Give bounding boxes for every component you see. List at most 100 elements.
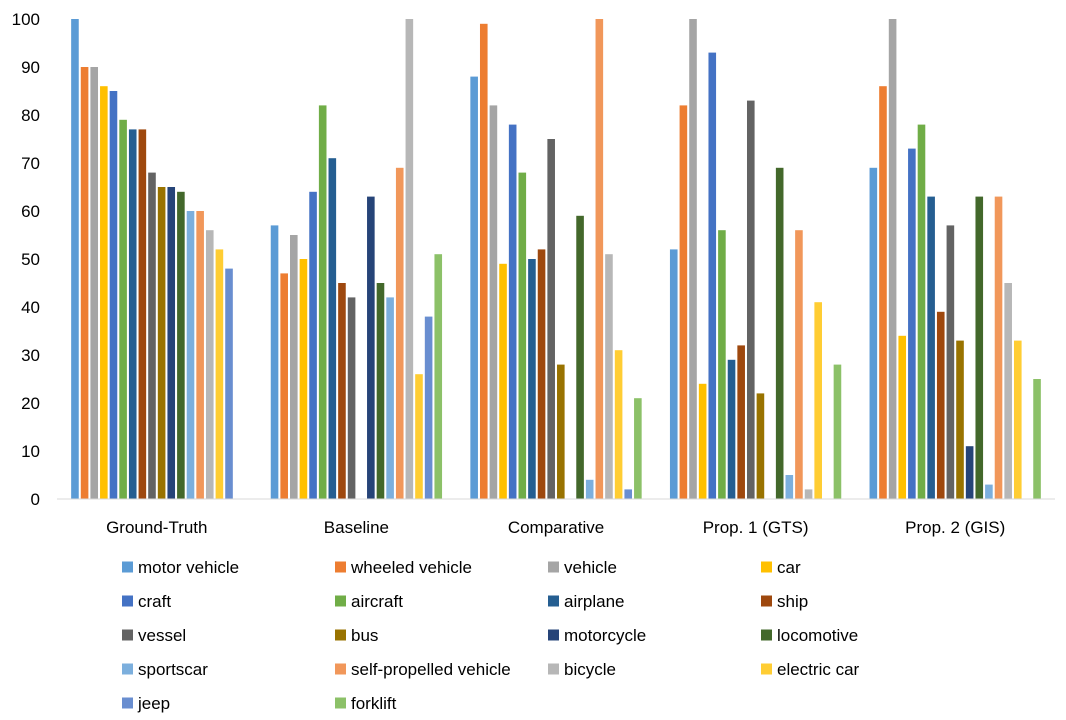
bar [338, 283, 346, 499]
bar [898, 335, 907, 499]
bar [727, 359, 736, 499]
bar [994, 196, 1003, 499]
legend-item: sportscar [122, 660, 208, 679]
y-tick-label: 60 [21, 202, 40, 221]
bar [737, 345, 745, 499]
legend-item: motorcycle [548, 626, 646, 645]
y-tick-label: 40 [21, 298, 40, 317]
bar [489, 105, 498, 500]
bar [1004, 283, 1012, 499]
y-tick-label: 70 [21, 154, 40, 173]
legend-item: wheeled vehicle [335, 558, 472, 577]
legend-item: vehicle [548, 558, 617, 577]
legend-swatch [335, 561, 346, 573]
bar [669, 249, 678, 499]
bar [946, 225, 955, 499]
legend-item: airplane [548, 592, 625, 611]
bar [888, 19, 897, 499]
legend-item: self-propelled vehicle [335, 660, 511, 679]
bar [833, 364, 842, 499]
legend-label: bus [351, 626, 378, 645]
bar [595, 19, 604, 499]
legend-item: car [761, 558, 801, 577]
legend-item: locomotive [761, 626, 858, 645]
y-tick-label: 10 [21, 442, 40, 461]
legend-swatch [122, 663, 133, 675]
legend-swatch [548, 629, 559, 641]
legend: motor vehicle wheeled vehicle vehicle car cr… [122, 558, 860, 713]
y-tick-label: 20 [21, 394, 40, 413]
bar [557, 364, 565, 499]
bar [479, 23, 488, 500]
legend-label: motorcycle [564, 626, 646, 645]
legend-label: vessel [138, 626, 186, 645]
bar [708, 52, 717, 499]
legend-item: aircraft [335, 592, 403, 611]
bar [1033, 379, 1041, 499]
bar [405, 19, 414, 499]
y-tick-label: 0 [31, 490, 40, 509]
legend-label: sportscar [138, 660, 208, 679]
category-label: Prop. 2 (GIS) [905, 518, 1005, 537]
bar [804, 489, 813, 499]
legend-label: wheeled vehicle [350, 558, 472, 577]
legend-label: vehicle [564, 558, 617, 577]
bar [605, 254, 613, 499]
bar [157, 187, 166, 499]
bar [196, 211, 204, 499]
bar [109, 91, 118, 499]
legend-swatch [335, 697, 346, 709]
legend-label: bicycle [564, 660, 616, 679]
bar [71, 19, 79, 499]
y-tick-label: 30 [21, 346, 40, 365]
legend-label: electric car [777, 660, 860, 679]
legend-swatch [761, 663, 772, 675]
legend-label: ship [777, 592, 808, 611]
bar [917, 124, 926, 499]
legend-label: aircraft [351, 592, 403, 611]
bar [328, 158, 337, 499]
bar [814, 302, 822, 499]
y-tick-label: 100 [12, 10, 40, 29]
legend-swatch [761, 561, 772, 573]
bar [395, 167, 404, 500]
legend-swatch [122, 595, 133, 607]
bar [128, 129, 137, 499]
bar [1013, 340, 1022, 499]
bar [270, 225, 279, 499]
bar [318, 105, 327, 500]
bar [347, 297, 356, 499]
bar [975, 196, 984, 499]
legend-swatch [761, 595, 772, 607]
bar [100, 86, 108, 499]
bar [746, 100, 755, 499]
bar [956, 340, 964, 499]
bar [698, 383, 707, 499]
legend-swatch [122, 629, 133, 641]
legend-label: airplane [564, 592, 625, 611]
bar [280, 273, 288, 499]
bar [186, 211, 195, 499]
bar [415, 374, 423, 499]
bar [499, 263, 507, 499]
bar [547, 139, 555, 499]
bar [148, 172, 156, 499]
bar [718, 230, 726, 499]
bar [795, 230, 803, 499]
bar [965, 446, 974, 499]
bar [424, 316, 433, 499]
bar [879, 86, 887, 499]
bar [775, 167, 784, 500]
category-label: Ground-Truth [106, 518, 207, 537]
bar [634, 398, 642, 499]
bar [518, 172, 527, 499]
y-tick-label: 50 [21, 250, 40, 269]
legend-label: self-propelled vehicle [351, 660, 511, 679]
legend-swatch [548, 561, 559, 573]
x-axis: Ground-Truth Baseline Comparative Prop. 1 (… [106, 518, 1005, 537]
bar [908, 148, 916, 499]
legend-swatch [335, 595, 346, 607]
bar [985, 484, 993, 499]
bar [624, 489, 633, 499]
bar [225, 268, 233, 499]
